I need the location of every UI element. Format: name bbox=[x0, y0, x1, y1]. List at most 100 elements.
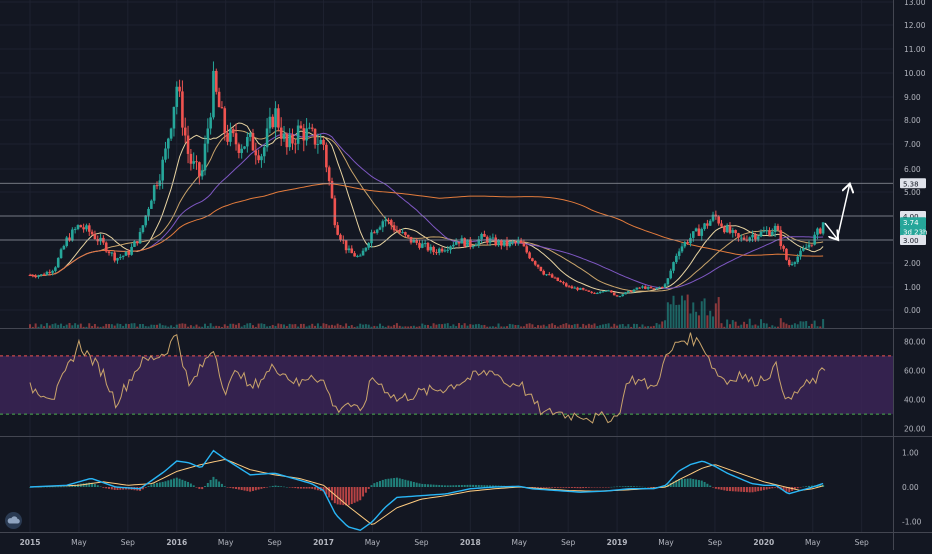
macd-histogram-bar bbox=[350, 487, 353, 505]
candle-body-206 bbox=[610, 290, 613, 293]
price-tick-label-8: 8.00 bbox=[904, 116, 921, 125]
volume-bar-175 bbox=[522, 326, 525, 328]
volume-bar-280 bbox=[819, 326, 822, 328]
candle-body-13 bbox=[65, 237, 68, 246]
volume-bar-26 bbox=[102, 326, 105, 328]
macd-histogram-bar bbox=[156, 482, 159, 487]
macd-histogram-bar bbox=[45, 486, 48, 488]
candle-body-258 bbox=[756, 236, 760, 240]
volume-bar-211 bbox=[624, 326, 627, 328]
candle-body-37 bbox=[133, 241, 136, 247]
volume-bar-220 bbox=[649, 326, 652, 328]
candle-body-202 bbox=[598, 291, 602, 294]
candle-body-7 bbox=[48, 271, 52, 273]
candle-body-154 bbox=[463, 238, 466, 247]
volume-bar-109 bbox=[336, 323, 339, 328]
candle-body-76 bbox=[243, 146, 246, 149]
volume-bar-72 bbox=[232, 323, 235, 328]
candle-body-100 bbox=[310, 127, 314, 129]
volume-bar-29 bbox=[110, 324, 113, 328]
volume-bar-30 bbox=[113, 325, 116, 328]
macd-histogram-bar bbox=[652, 487, 655, 488]
candle-body-95 bbox=[296, 125, 300, 144]
macd-histogram-bar bbox=[644, 486, 647, 488]
candle-body-18 bbox=[79, 225, 83, 228]
volume-bar-12 bbox=[62, 325, 65, 328]
volume-bar-217 bbox=[641, 324, 644, 328]
macd-histogram-bar bbox=[576, 487, 579, 489]
macd-histogram-bar bbox=[285, 487, 288, 488]
candle-body-220 bbox=[649, 287, 653, 289]
macd-histogram-bar bbox=[384, 479, 387, 487]
candle-body-144 bbox=[435, 252, 438, 254]
volume-bar-264 bbox=[774, 326, 777, 328]
time-tick-label-15: 2020 bbox=[753, 538, 774, 547]
candle-body-88 bbox=[277, 108, 280, 128]
volume-bar-227 bbox=[669, 304, 672, 328]
volume-bar-171 bbox=[511, 324, 514, 328]
candle-body-247 bbox=[725, 225, 729, 233]
volume-bar-267 bbox=[782, 322, 785, 328]
candle-body-44 bbox=[152, 185, 156, 201]
volume-bar-205 bbox=[607, 323, 610, 328]
macd-histogram-bar bbox=[294, 487, 297, 489]
volume-bar-222 bbox=[655, 323, 658, 328]
tradingview-cloud-icon[interactable] bbox=[5, 512, 22, 529]
macd-histogram-bar bbox=[376, 482, 379, 487]
macd-histogram-bar bbox=[260, 487, 263, 489]
volume-bar-15 bbox=[71, 325, 74, 328]
volume-bar-31 bbox=[116, 323, 119, 328]
macd-histogram-bar bbox=[57, 486, 60, 488]
macd-histogram-bar bbox=[700, 480, 703, 487]
volume-bar-70 bbox=[226, 325, 229, 328]
candle-body-155 bbox=[466, 239, 469, 247]
candle-body-22 bbox=[90, 231, 94, 235]
candle-body-27 bbox=[104, 242, 108, 252]
macd-pane bbox=[29, 449, 825, 532]
candle-body-181 bbox=[539, 266, 543, 271]
macd-histogram-bar bbox=[537, 487, 540, 488]
macd-histogram-bar bbox=[170, 479, 173, 487]
macd-histogram-bar bbox=[367, 487, 370, 489]
candle-body-72 bbox=[231, 129, 235, 134]
volume-bar-117 bbox=[359, 323, 362, 328]
volume-bar-252 bbox=[740, 324, 743, 328]
volume-bar-245 bbox=[720, 323, 723, 328]
volume-bar-234 bbox=[689, 313, 692, 328]
volume-bar-53 bbox=[178, 323, 181, 328]
volume-bar-266 bbox=[779, 318, 782, 328]
macd-histogram-bar bbox=[426, 484, 429, 487]
candle-body-216 bbox=[638, 287, 641, 289]
volume-bar-162 bbox=[486, 326, 489, 328]
macd-histogram-bar bbox=[458, 485, 461, 487]
candle-body-174 bbox=[519, 240, 523, 244]
candle-body-96 bbox=[299, 125, 303, 129]
volume-bar-195 bbox=[579, 326, 582, 328]
macd-histogram-bar bbox=[723, 487, 726, 491]
candle-body-62 bbox=[203, 143, 207, 171]
macd-histogram-bar bbox=[621, 486, 624, 487]
candle-body-267 bbox=[782, 245, 785, 249]
macd-histogram-bar bbox=[316, 487, 319, 491]
candle-body-42 bbox=[147, 208, 150, 216]
macd-histogram-bar bbox=[347, 487, 350, 506]
volume-bar-66 bbox=[215, 325, 218, 328]
volume-bar-58 bbox=[192, 326, 195, 328]
macd-histogram-bar bbox=[96, 485, 99, 487]
macd-histogram-bar bbox=[740, 487, 743, 492]
macd-histogram-bar bbox=[579, 487, 582, 489]
macd-histogram-bar bbox=[65, 486, 68, 488]
volume-bar-156 bbox=[469, 324, 472, 328]
volume-bar-23 bbox=[93, 323, 96, 328]
volume-bar-112 bbox=[345, 323, 348, 328]
volume-bar-258 bbox=[757, 325, 760, 328]
candle-body-81 bbox=[257, 155, 260, 161]
macd-histogram-bar bbox=[630, 486, 633, 487]
volume-bar-69 bbox=[223, 324, 226, 328]
macd-histogram-bar bbox=[280, 486, 283, 487]
macd-histogram-bar bbox=[585, 487, 588, 488]
candle-body-113 bbox=[347, 248, 351, 251]
volume-bar-133 bbox=[404, 326, 407, 328]
